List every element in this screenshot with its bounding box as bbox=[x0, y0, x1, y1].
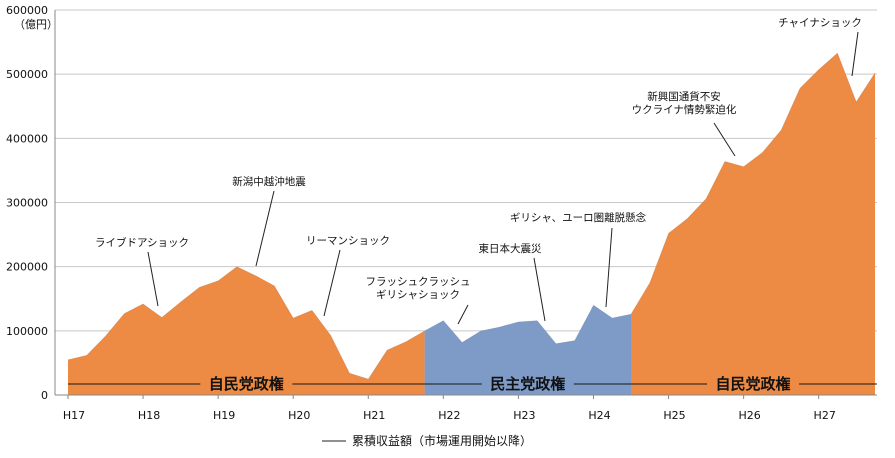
y-tick-label: 300000 bbox=[6, 197, 48, 210]
x-tick-label: H26 bbox=[738, 409, 760, 422]
annotation-leader bbox=[714, 123, 735, 156]
legend-label: 累積収益額（市場運用開始以降） bbox=[352, 433, 532, 448]
y-tick-label: 0 bbox=[41, 389, 48, 402]
annotation-label: リーマンショック bbox=[306, 235, 390, 247]
annotation-label: 新潟中越沖地震 bbox=[232, 175, 306, 188]
annotation-label: 新興国通貨不安 bbox=[647, 90, 721, 103]
annotation-label: チャイナショック bbox=[778, 17, 862, 29]
annotation-leader bbox=[606, 228, 612, 307]
era-label: 民主党政権 bbox=[490, 375, 565, 393]
annotation-leader bbox=[148, 252, 158, 306]
annotation-leader bbox=[324, 250, 340, 316]
y-axis-unit-label: （億円） bbox=[14, 18, 58, 31]
x-tick-label: H27 bbox=[814, 409, 836, 422]
y-tick-label: 100000 bbox=[6, 325, 48, 338]
area-series bbox=[68, 53, 875, 395]
x-tick-label: H17 bbox=[63, 409, 85, 422]
annotation-leader bbox=[534, 258, 545, 321]
x-tick-label: H25 bbox=[663, 409, 685, 422]
annotation-leader bbox=[852, 32, 858, 76]
era-label: 自民党政権 bbox=[716, 375, 791, 393]
x-tick-label: H18 bbox=[138, 409, 160, 422]
annotation-label: ギリシャショック bbox=[376, 289, 460, 301]
x-tick-label: H21 bbox=[363, 409, 385, 422]
y-tick-label: 200000 bbox=[6, 261, 48, 274]
annotation-label: ギリシャ、ユーロ圏離脱懸念 bbox=[510, 211, 647, 224]
annotation-label: ライブドアショック bbox=[95, 236, 189, 249]
y-tick-label: 500000 bbox=[6, 68, 48, 81]
y-tick-label: 400000 bbox=[6, 132, 48, 145]
x-tick-label: H19 bbox=[213, 409, 235, 422]
x-tick-label: H20 bbox=[288, 409, 310, 422]
x-tick-label: H23 bbox=[513, 409, 535, 422]
annotation-label: 東日本大震災 bbox=[479, 242, 542, 255]
era-label: 自民党政権 bbox=[209, 375, 284, 393]
x-tick-label: H24 bbox=[588, 409, 610, 422]
legend: 累積収益額（市場運用開始以降） bbox=[322, 433, 532, 448]
y-tick-label: 600000 bbox=[6, 4, 48, 17]
cumulative-return-area-chart: 自民党政権 民主党政権 自民党政権 0 100000 200000 300000 40000… bbox=[0, 0, 895, 458]
annotation-label: ウクライナ情勢緊迫化 bbox=[632, 103, 737, 116]
x-tick-label: H22 bbox=[438, 409, 460, 422]
annotation-leader bbox=[458, 305, 468, 324]
annotation-label: フラッシュクラッシュ bbox=[366, 276, 471, 288]
